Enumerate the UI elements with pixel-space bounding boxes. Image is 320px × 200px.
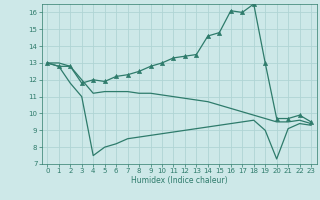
X-axis label: Humidex (Indice chaleur): Humidex (Indice chaleur) (131, 176, 228, 185)
